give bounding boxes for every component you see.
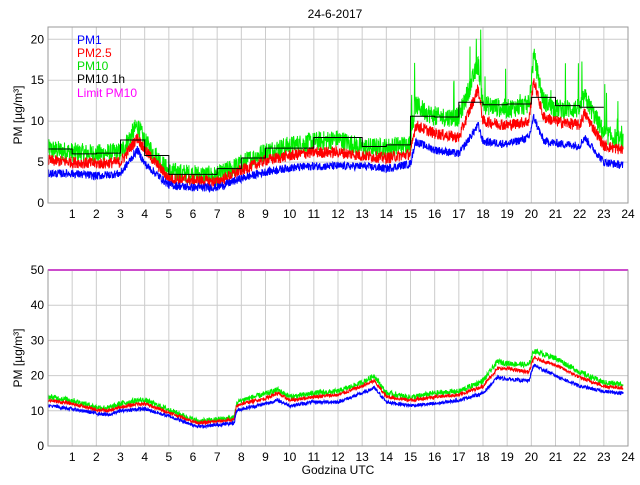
x-tick-label: 14 <box>380 207 394 221</box>
x-tick-label: 11 <box>308 450 321 464</box>
x-tick-label: 15 <box>404 450 418 464</box>
legend-pm1: PM1 <box>77 33 102 47</box>
x-tick-label: 5 <box>165 207 172 221</box>
series-pm1 <box>47 363 624 430</box>
x-tick-label: 2 <box>93 450 100 464</box>
x-tick-label: 7 <box>214 450 221 464</box>
x-tick-label: 1 <box>69 207 76 221</box>
x-tick-label: 21 <box>549 207 563 221</box>
plot-frame <box>47 269 629 447</box>
x-tick-label: 3 <box>117 450 124 464</box>
x-tick-label: 10 <box>283 207 297 221</box>
x-tick-label: 6 <box>190 207 197 221</box>
top-plot: 1 2 3 4 5 6 7 8 9 10 11 12 13 14 15 16 17 18 19 20 21 22 23 240… <box>31 26 635 221</box>
x-tick-label: 5 <box>165 450 172 464</box>
series-pm10 <box>47 29 624 186</box>
x-tick-label: 11 <box>308 207 321 221</box>
x-tick-label: 15 <box>404 207 418 221</box>
x-tick-label: 18 <box>476 207 490 221</box>
y-tick-label: 30 <box>31 333 45 347</box>
x-tick-label: 4 <box>141 207 148 221</box>
x-tick-label: 13 <box>355 207 369 221</box>
x-tick-label: 10 <box>283 450 297 464</box>
legend-pm10: PM10 <box>77 59 109 73</box>
x-tick-label: 17 <box>452 207 466 221</box>
y-tick-label: 10 <box>31 404 45 418</box>
y-tick-label: 20 <box>31 369 45 383</box>
y-tick-label: 10 <box>31 114 45 128</box>
x-tick-label: 20 <box>525 450 539 464</box>
plot-frame <box>47 26 629 204</box>
x-axis-label: Godzina UTC <box>302 463 375 477</box>
x-tick-label: 8 <box>238 207 245 221</box>
x-tick-label: 9 <box>262 450 269 464</box>
x-tick-label: 12 <box>331 207 345 221</box>
x-tick-label: 19 <box>500 450 514 464</box>
x-tick-label: 1 <box>69 450 76 464</box>
bottom-y-axis-label: PM [µg/m³] <box>11 329 25 388</box>
series-pm1 <box>47 113 624 194</box>
x-tick-label: 2 <box>93 207 100 221</box>
x-tick-label: 3 <box>117 207 124 221</box>
y-tick-label: 20 <box>31 32 45 46</box>
x-tick-label: 9 <box>262 207 269 221</box>
series-pm10-1h <box>48 96 604 175</box>
x-tick-label: 21 <box>549 450 563 464</box>
series-pm25 <box>47 355 624 426</box>
x-tick-label: 24 <box>621 207 635 221</box>
x-tick-label: 13 <box>355 450 369 464</box>
series-pm10 <box>47 348 624 425</box>
legend-pm10-1h: PM10 1h <box>77 72 125 86</box>
x-tick-label: 4 <box>141 450 148 464</box>
legend: PM1 PM2.5 PM10 PM10 1h Limit PM10 <box>77 33 137 100</box>
x-tick-label: 6 <box>190 450 197 464</box>
x-tick-label: 16 <box>428 207 442 221</box>
legend-limit-pm10: Limit PM10 <box>77 86 137 100</box>
x-tick-label: 20 <box>525 207 539 221</box>
chart-title: 24-6-2017 <box>308 7 363 21</box>
y-tick-label: 40 <box>31 298 45 312</box>
x-tick-label: 14 <box>380 450 394 464</box>
y-tick-label: 0 <box>37 196 44 210</box>
x-tick-label: 8 <box>238 450 245 464</box>
x-tick-label: 16 <box>428 450 442 464</box>
x-tick-label: 23 <box>597 450 611 464</box>
bottom-plot: 1 2 3 4 5 6 7 8 9 10 11 12 13 14 15 16 17 18 19 20 21 22 23 240… <box>31 263 635 464</box>
x-tick-label: 7 <box>214 207 221 221</box>
x-tick-label: 24 <box>621 450 635 464</box>
x-tick-label: 22 <box>573 450 587 464</box>
y-tick-label: 5 <box>37 155 44 169</box>
x-tick-label: 18 <box>476 450 490 464</box>
x-tick-label: 19 <box>500 207 514 221</box>
y-tick-label: 50 <box>31 263 45 277</box>
top-y-axis-label: PM [µg/m³] <box>11 86 25 145</box>
series-pm25 <box>47 78 624 187</box>
y-tick-label: 0 <box>37 439 44 453</box>
y-tick-label: 15 <box>31 73 45 87</box>
x-tick-label: 23 <box>597 207 611 221</box>
x-tick-label: 12 <box>331 450 345 464</box>
x-tick-label: 17 <box>452 450 466 464</box>
legend-pm25: PM2.5 <box>77 46 112 60</box>
x-tick-label: 22 <box>573 207 587 221</box>
